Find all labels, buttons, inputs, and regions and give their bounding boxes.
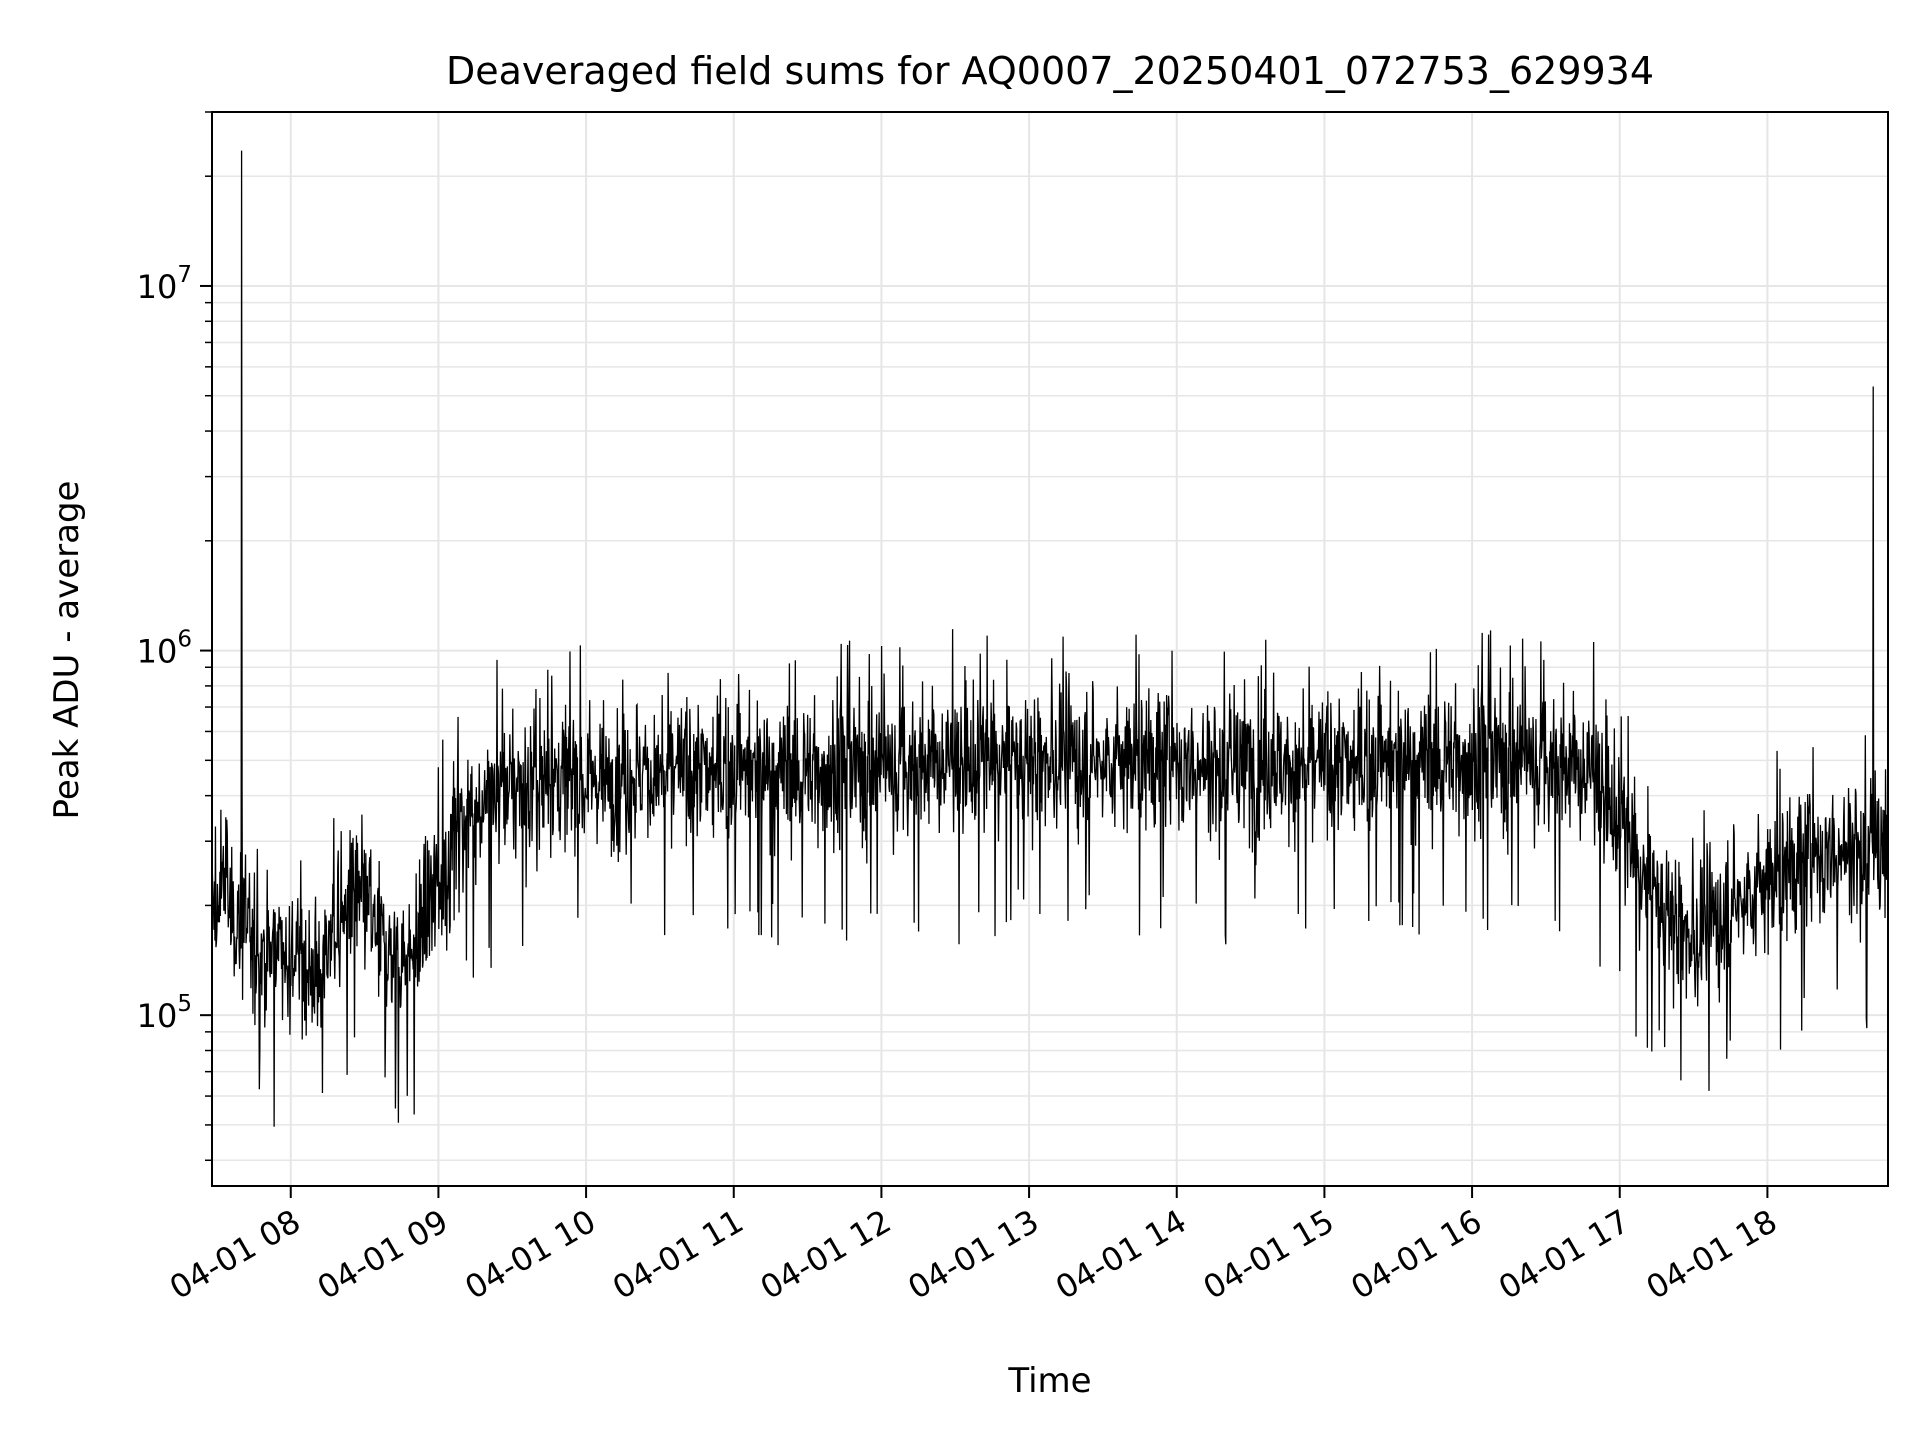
y-tick-label: 107 xyxy=(137,262,192,306)
chart-title: Deaveraged field sums for AQ0007_2025040… xyxy=(446,49,1654,93)
x-axis-label: Time xyxy=(1007,1361,1091,1401)
y-axis: 105 106 107 xyxy=(137,111,212,1162)
y-tick-label: 105 xyxy=(137,991,192,1035)
y-axis-label: Peak ADU - average xyxy=(47,481,87,820)
y-tick-label: 106 xyxy=(137,627,192,671)
series-layer xyxy=(211,150,1889,1127)
series-line xyxy=(211,150,1889,1127)
plot-frame xyxy=(211,111,1889,1187)
